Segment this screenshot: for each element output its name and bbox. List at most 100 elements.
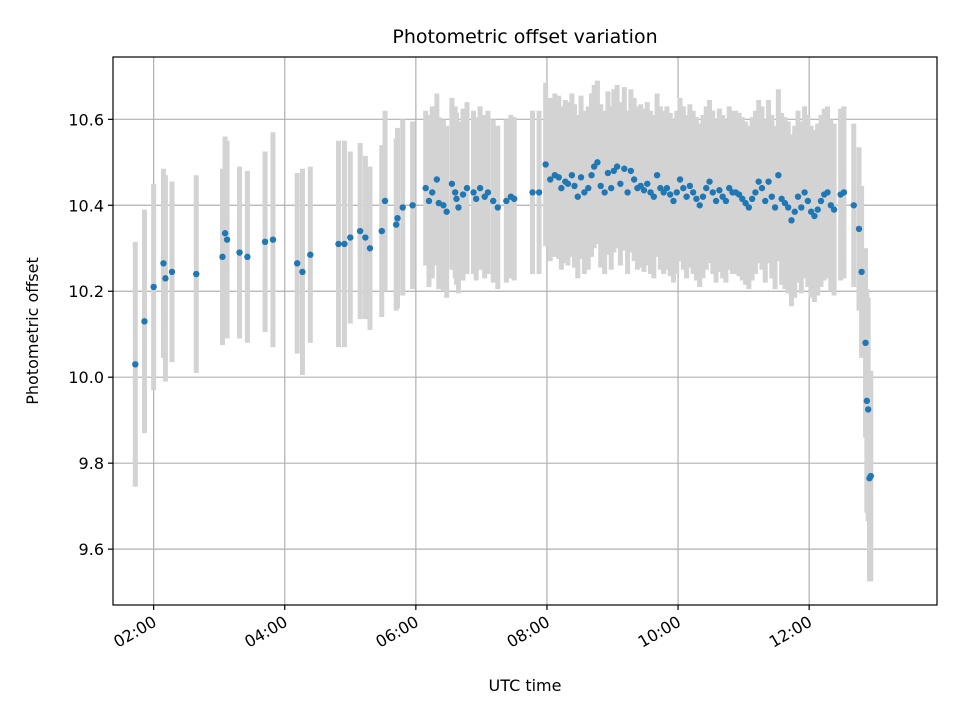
data-point (650, 193, 658, 200)
x-axis-label: UTC time (489, 676, 562, 695)
data-point (341, 240, 348, 248)
data-point (362, 234, 369, 241)
data-point (219, 253, 226, 261)
data-point (862, 339, 869, 347)
data-point (784, 204, 792, 211)
data-point (804, 197, 812, 205)
data-points (132, 159, 874, 482)
data-point (440, 202, 447, 209)
chart-title: Photometric offset variation (392, 26, 657, 48)
data-point (535, 189, 543, 196)
data-point (588, 171, 595, 179)
data-point (425, 197, 433, 205)
data-point (294, 260, 301, 267)
y-tick-label: 10.2 (68, 282, 104, 301)
data-point (132, 361, 139, 368)
data-point (494, 204, 501, 211)
data-point (745, 204, 753, 211)
data-point (459, 191, 467, 198)
data-point (574, 193, 581, 200)
data-point (855, 225, 863, 233)
data-point (604, 169, 612, 177)
data-point (613, 163, 621, 170)
data-point (356, 227, 364, 235)
data-point (223, 236, 231, 243)
data-point (472, 195, 480, 203)
data-point (608, 184, 615, 192)
data-point (814, 206, 821, 213)
data-point (476, 184, 484, 192)
data-point (676, 176, 684, 183)
data-point (683, 193, 690, 200)
data-point (755, 178, 762, 185)
data-point (261, 238, 269, 246)
data-point (670, 197, 677, 205)
data-point (601, 189, 608, 196)
data-point (594, 159, 601, 166)
data-point (399, 204, 406, 211)
data-point (798, 204, 805, 211)
data-point (529, 189, 536, 196)
data-point (864, 406, 872, 413)
data-point (858, 268, 865, 276)
data-point (824, 189, 831, 196)
data-point (392, 221, 400, 228)
data-point (547, 176, 554, 183)
data-point (748, 195, 756, 203)
data-point (409, 202, 416, 209)
data-point (624, 189, 631, 196)
data-point (443, 208, 450, 215)
data-point (811, 212, 818, 220)
data-point (168, 268, 176, 276)
data-point (617, 180, 624, 187)
data-point (585, 184, 592, 192)
data-point (484, 189, 492, 196)
data-point (244, 253, 251, 261)
data-point (788, 217, 795, 224)
data-point (850, 202, 857, 209)
data-point (630, 176, 638, 183)
data-point (627, 167, 635, 175)
data-point (680, 184, 687, 192)
data-point (597, 182, 604, 190)
data-point (150, 283, 157, 291)
data-point (775, 171, 782, 179)
data-point (160, 260, 167, 267)
data-point (510, 195, 518, 203)
data-point (378, 227, 385, 235)
data-point (791, 208, 798, 215)
y-tick-label: 10.4 (68, 196, 104, 215)
data-point (463, 184, 471, 192)
data-point (653, 171, 661, 179)
data-point (765, 178, 772, 185)
data-point (689, 189, 697, 196)
data-point (762, 197, 769, 205)
data-point (193, 270, 200, 278)
data-point (577, 174, 585, 181)
data-point (706, 178, 713, 185)
data-point (381, 197, 389, 205)
data-point (768, 193, 776, 200)
data-point (794, 193, 802, 200)
data-point (422, 184, 429, 192)
data-point (307, 251, 314, 258)
data-point (568, 171, 576, 179)
data-point (644, 180, 651, 187)
data-point (801, 189, 808, 196)
data-point (555, 174, 562, 181)
data-point (162, 275, 169, 282)
data-point (470, 189, 477, 196)
data-point (696, 202, 703, 209)
data-point (752, 189, 759, 196)
data-point (542, 161, 549, 168)
y-tick-label: 9.6 (79, 540, 104, 559)
y-tick-label: 10.0 (68, 368, 104, 387)
data-point (448, 180, 456, 187)
data-point (817, 197, 825, 205)
data-point (703, 184, 710, 192)
data-point (221, 230, 229, 237)
data-point (771, 204, 779, 211)
y-tick-label: 10.6 (68, 110, 104, 129)
data-point (686, 182, 694, 190)
